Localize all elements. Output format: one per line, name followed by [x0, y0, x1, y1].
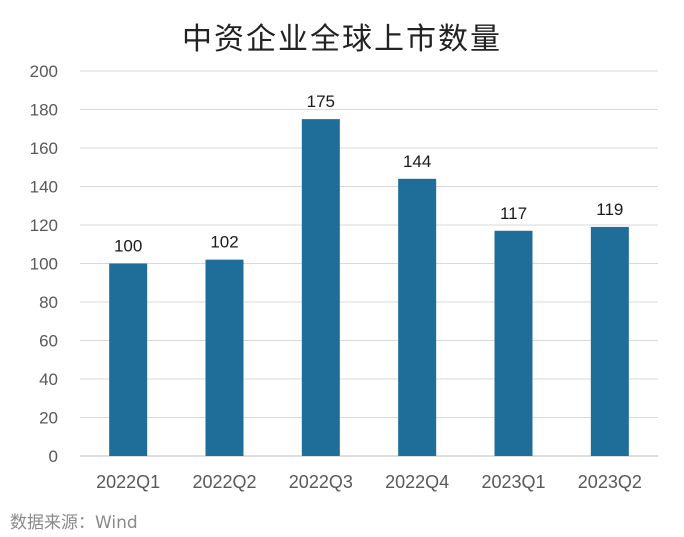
y-tick-label: 20: [39, 409, 58, 428]
x-tick-label: 2023Q1: [481, 472, 545, 492]
data-label: 117: [500, 204, 527, 223]
y-tick-label: 140: [30, 178, 58, 197]
data-label: 175: [307, 92, 335, 111]
y-tick-label: 60: [39, 332, 58, 351]
x-axis-ticks: 2022Q1 2022Q2 2022Q3 2022Q4 2023Q1 2023Q2: [96, 472, 642, 492]
y-tick-label: 120: [30, 216, 58, 235]
data-labels: 100 102 175 144 117 119: [114, 92, 623, 255]
x-tick-label: 2022Q3: [289, 472, 353, 492]
bar: [301, 119, 340, 456]
data-label: 100: [114, 237, 142, 256]
bars: [109, 119, 629, 457]
gridlines: [80, 70, 658, 457]
data-label: 102: [210, 233, 238, 252]
x-tick-label: 2022Q4: [385, 472, 449, 492]
data-label: 119: [596, 200, 623, 219]
data-label: 144: [403, 152, 431, 171]
y-tick-label: 80: [39, 293, 58, 312]
x-tick-label: 2022Q1: [96, 472, 160, 492]
bar: [205, 259, 244, 456]
bar: [398, 178, 437, 457]
x-tick-label: 2022Q2: [192, 472, 256, 492]
y-tick-label: 180: [30, 101, 58, 120]
x-tick-label: 2023Q2: [578, 472, 642, 492]
bar: [494, 230, 533, 456]
y-tick-label: 200: [30, 62, 58, 81]
y-axis-ticks: 0 20 40 60 80 100 120 140 160 180 200: [30, 62, 58, 466]
y-tick-label: 40: [39, 370, 58, 389]
bar: [590, 226, 629, 456]
source-note: 数据来源：Wind: [10, 513, 138, 533]
y-tick-label: 160: [30, 139, 58, 158]
y-tick-label: 100: [30, 255, 58, 274]
y-tick-label: 0: [49, 447, 58, 466]
bar: [109, 263, 148, 456]
chart-title: 中资企业全球上市数量: [182, 22, 502, 57]
